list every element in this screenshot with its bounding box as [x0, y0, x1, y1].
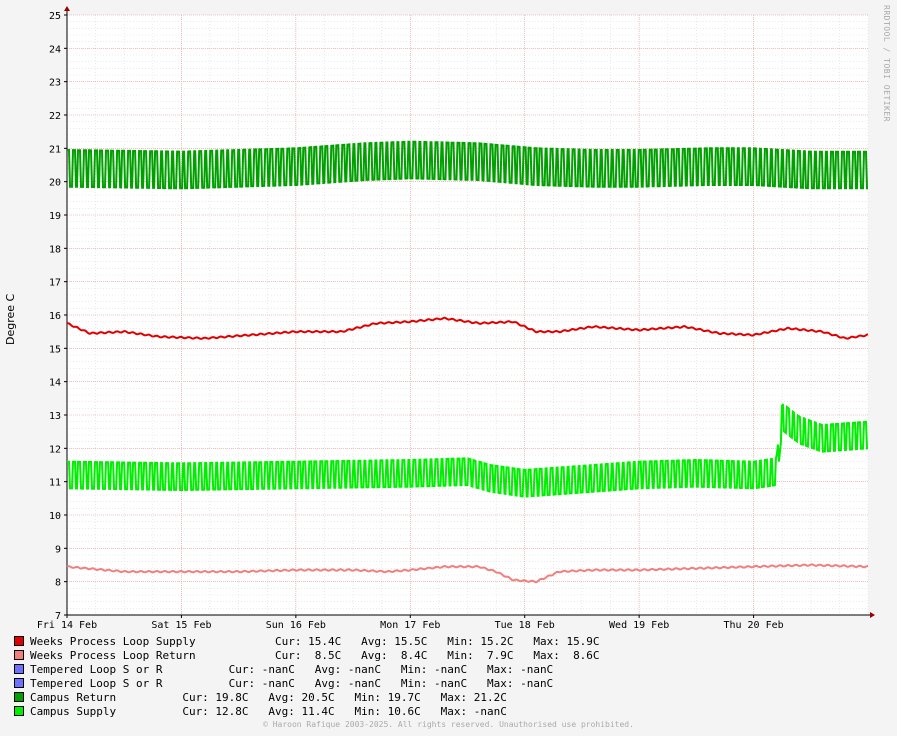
- y-tick-label: 25: [49, 11, 61, 22]
- x-tick-label: Mon 17 Feb: [380, 620, 440, 631]
- legend-stats: Cur: -nanC Avg: -nanC Min: -nanC Max: -n…: [162, 662, 554, 676]
- y-tick-label: 24: [49, 44, 61, 55]
- y-tick-label: 12: [49, 444, 61, 455]
- y-tick-label: 16: [49, 311, 61, 322]
- y-tick-label: 19: [49, 211, 61, 222]
- x-tick-label: Wed 19 Feb: [609, 620, 669, 631]
- legend: Weeks Process Loop Supply Cur: 15.4C Avg…: [14, 634, 600, 718]
- y-tick-label: 9: [55, 544, 61, 555]
- y-tick-label: 14: [49, 378, 61, 389]
- legend-swatch: [14, 636, 24, 646]
- legend-stats: Cur: 15.4C Avg: 15.5C Min: 15.2C Max: 15…: [195, 634, 600, 648]
- x-tick-label: Fri 14 Feb: [37, 620, 97, 631]
- legend-swatch: [14, 650, 24, 660]
- y-axis-arrow: [64, 6, 70, 11]
- y-tick-label: 7: [55, 611, 61, 622]
- rrdtool-watermark: RRDTOOL / TOBI OETIKER: [882, 5, 891, 122]
- legend-stats: Cur: 8.5C Avg: 8.4C Min: 7.9C Max: 8.6C: [195, 648, 600, 662]
- series-line-5: [67, 403, 869, 498]
- x-tick-label: Sun 16 Feb: [266, 620, 326, 631]
- x-axis-arrow: [870, 612, 875, 618]
- x-tick-label: Thu 20 Feb: [723, 620, 783, 631]
- legend-swatch: [14, 706, 24, 716]
- legend-stats: Cur: 19.8C Avg: 20.5C Min: 19.7C Max: 21…: [116, 690, 507, 704]
- y-axis-label: Degree C: [4, 293, 17, 345]
- legend-stats: Cur: -nanC Avg: -nanC Min: -nanC Max: -n…: [162, 676, 554, 690]
- series-line-4: [67, 140, 868, 190]
- legend-item-weeks-return: Weeks Process Loop Return Cur: 8.5C Avg:…: [14, 648, 600, 662]
- legend-item-tempered-2: Tempered Loop S or R Cur: -nanC Avg: -na…: [14, 676, 600, 690]
- legend-swatch: [14, 678, 24, 688]
- legend-label: Weeks Process Loop Supply: [30, 634, 196, 648]
- legend-swatch: [14, 692, 24, 702]
- y-tick-label: 18: [49, 244, 61, 255]
- copyright-notice: © Haroon Rafique 2003-2025. All rights r…: [263, 720, 634, 729]
- y-tick-label: 20: [49, 178, 61, 189]
- y-tick-label: 17: [49, 278, 61, 289]
- x-tick-label: Tue 18 Feb: [495, 620, 555, 631]
- y-tick-label: 13: [49, 411, 61, 422]
- legend-label: Campus Supply: [30, 704, 117, 718]
- y-tick-label: 10: [49, 511, 61, 522]
- legend-label: Tempered Loop S or R: [30, 676, 163, 690]
- y-tick-label: 15: [49, 344, 61, 355]
- y-tick-label: 11: [49, 478, 61, 489]
- x-tick-label: Sat 15 Feb: [151, 620, 211, 631]
- legend-stats: Cur: 12.8C Avg: 11.4C Min: 10.6C Max: -n…: [116, 704, 507, 718]
- legend-item-tempered-1: Tempered Loop S or R Cur: -nanC Avg: -na…: [14, 662, 600, 676]
- series-line-1: [66, 563, 869, 584]
- legend-label: Campus Return: [30, 690, 117, 704]
- y-tick-label: 23: [49, 78, 61, 89]
- legend-label: Tempered Loop S or R: [30, 662, 163, 676]
- legend-item-weeks-supply: Weeks Process Loop Supply Cur: 15.4C Avg…: [14, 634, 600, 648]
- legend-swatch: [14, 664, 24, 674]
- legend-label: Weeks Process Loop Return: [30, 648, 196, 662]
- series-line-0: [67, 316, 869, 340]
- y-tick-label: 8: [55, 578, 61, 589]
- y-tick-label: 22: [49, 111, 61, 122]
- legend-item-campus-return: Campus Return Cur: 19.8C Avg: 20.5C Min:…: [14, 690, 600, 704]
- y-tick-label: 21: [49, 144, 61, 155]
- legend-item-campus-supply: Campus Supply Cur: 12.8C Avg: 11.4C Min:…: [14, 704, 600, 718]
